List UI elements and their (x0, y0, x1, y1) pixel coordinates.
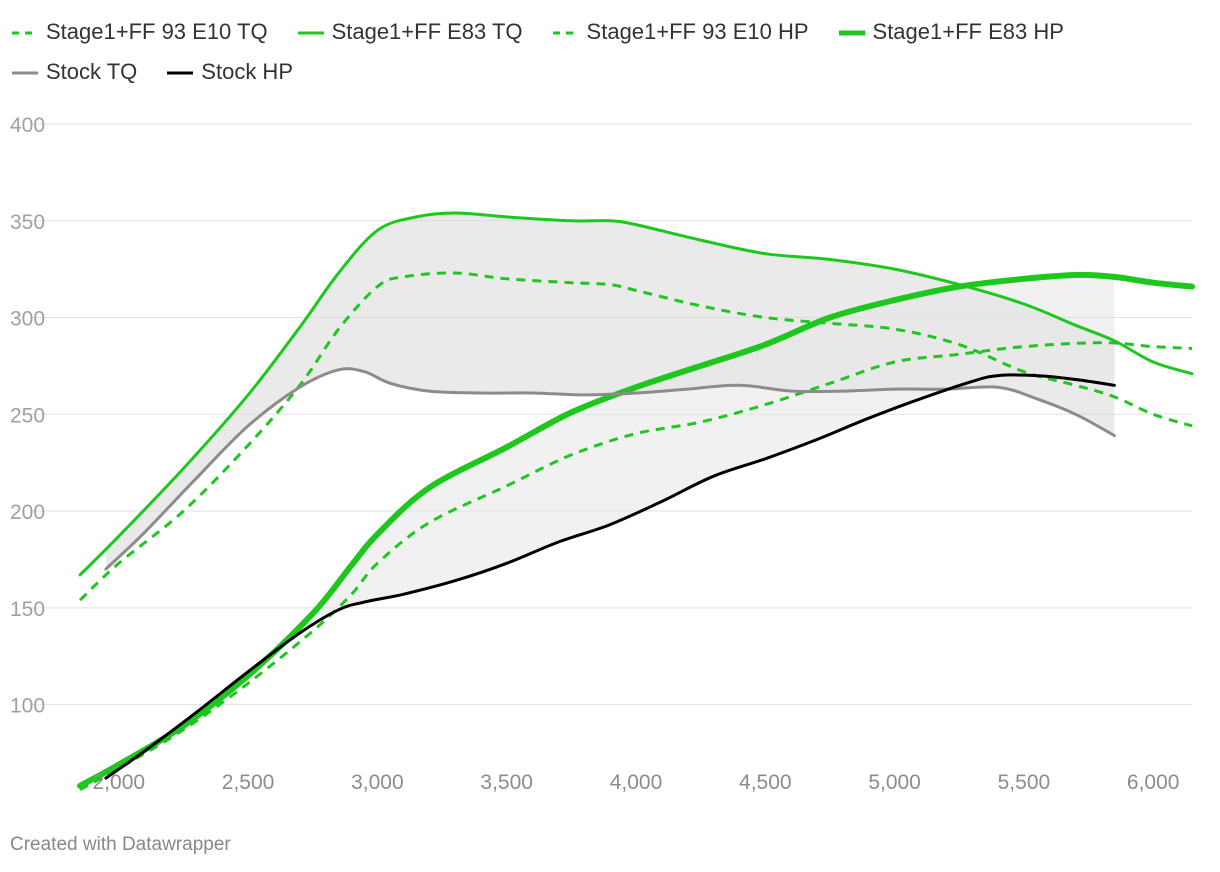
legend-label: Stage1+FF 93 E10 TQ (46, 19, 268, 44)
x-tick-label: 3,000 (351, 771, 404, 794)
legend-item-stock-tq: Stock TQ (10, 52, 137, 92)
series-line-stage1-ff-e83-tq (78, 211, 1194, 577)
series-line-stage1-ff-93-e10-hp (79, 341, 1193, 792)
x-tick-label: 2,000 (93, 771, 146, 794)
series-line-stock-hp (104, 373, 1116, 780)
legend-swatch (297, 31, 324, 35)
series-line-stage1-ff-e83-hp (77, 271, 1195, 789)
y-tick-label: 350 (10, 211, 45, 234)
series-line-stage1-ff-93-e10-tq (78, 271, 1193, 602)
y-tick-label: 400 (10, 114, 45, 137)
legend-label: Stock TQ (46, 59, 138, 84)
y-tick-label: 150 (10, 598, 45, 621)
legend: Stage1+FF 93 E10 TQ Stage1+FF E83 TQ Stage… (10, 12, 1215, 92)
y-tick-label: 200 (10, 501, 45, 524)
x-tick-label: 5,000 (868, 771, 921, 794)
legend-label: Stage1+FF 93 E10 HP (586, 19, 809, 44)
legend-label: Stage1+FF E83 TQ (331, 19, 523, 44)
band-stage1-ff-e83-tq (105, 213, 1115, 570)
legend-item-stock-hp: Stock HP (165, 52, 293, 92)
legend-item-stage1-ff-e83-tq: Stage1+FF E83 TQ (296, 12, 523, 52)
x-tick-label: 4,500 (739, 771, 792, 794)
legend-label: Stock HP (201, 59, 293, 84)
band-stage1-ff-e83-hp (105, 275, 1115, 779)
series-line-stock-tq (104, 367, 1116, 571)
y-axis-tick-labels: 100 150 200 250 300 350 400 (10, 114, 45, 718)
legend-item-stage1-ff-93-e10-tq: Stage1+FF 93 E10 TQ (10, 12, 268, 52)
credit-text: Created with Datawrapper (10, 834, 231, 855)
x-tick-label: 6,000 (1127, 771, 1180, 794)
legend-swatch (12, 71, 38, 75)
legend-item-stage1-ff-93-e10-hp: Stage1+FF 93 E10 HP (551, 12, 809, 52)
legend-swatch (167, 71, 194, 75)
legend-swatch (12, 31, 38, 35)
legend-swatch (838, 30, 865, 36)
legend-item-stage1-ff-e83-hp: Stage1+FF E83 HP (837, 12, 1064, 52)
x-tick-label: 4,000 (610, 771, 663, 794)
legend-label: Stage1+FF E83 HP (872, 19, 1064, 44)
series-lines (77, 211, 1195, 792)
x-axis-tick-labels: 2,000 2,500 3,000 3,500 4,000 4,500 5,000 5,500… (93, 771, 1180, 794)
y-tick-label: 250 (10, 404, 45, 427)
legend-swatch (552, 31, 579, 35)
y-tick-label: 300 (10, 308, 45, 331)
x-tick-label: 3,500 (480, 771, 533, 794)
x-tick-label: 2,500 (222, 771, 275, 794)
y-tick-label: 100 (10, 695, 45, 718)
x-tick-label: 5,500 (998, 771, 1051, 794)
shaded-bands (105, 213, 1115, 779)
